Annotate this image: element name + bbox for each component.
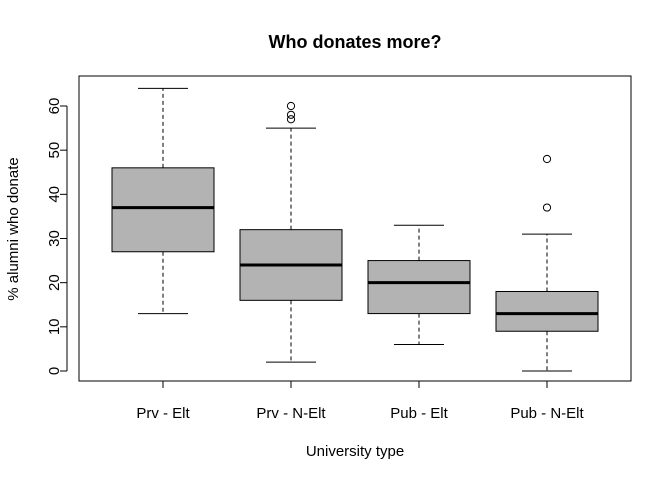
y-axis: 0 10 20 30 40 50 60 [46, 98, 68, 375]
y-tick-label: 20 [46, 274, 63, 291]
x-tick-label: Prv - Elt [136, 405, 190, 422]
outlier-point [542, 203, 552, 212]
iqr-box [111, 167, 215, 253]
outlier-point [286, 110, 296, 119]
outlier-point [286, 101, 296, 111]
x-tick-label: Pub - Elt [390, 405, 448, 422]
outlier-point [286, 115, 296, 124]
y-tick-label: 0 [46, 367, 63, 375]
iqr-box [495, 291, 599, 332]
y-tick-label: 30 [46, 230, 63, 247]
box-group [495, 154, 599, 372]
y-tick-label: 10 [46, 318, 63, 335]
box-series [111, 87, 599, 372]
x-axis-label: University type [306, 443, 404, 460]
y-tick-label: 60 [46, 98, 63, 115]
y-tick-label: 40 [46, 186, 63, 203]
chart-title: Who donates more? [268, 32, 441, 52]
outlier-point [542, 154, 552, 164]
x-tick-label: Prv - N-Elt [256, 405, 326, 422]
box-group [367, 224, 471, 345]
x-tick-label: Pub - N-Elt [510, 405, 584, 422]
box-group [111, 87, 215, 315]
iqr-box [367, 260, 471, 315]
box-group [239, 101, 343, 363]
y-axis-label: % alumni who donate [5, 157, 22, 300]
y-tick-label: 50 [46, 142, 63, 159]
x-axis: Prv - Elt Prv - N-Elt Pub - Elt Pub - N-Elt [136, 380, 585, 422]
